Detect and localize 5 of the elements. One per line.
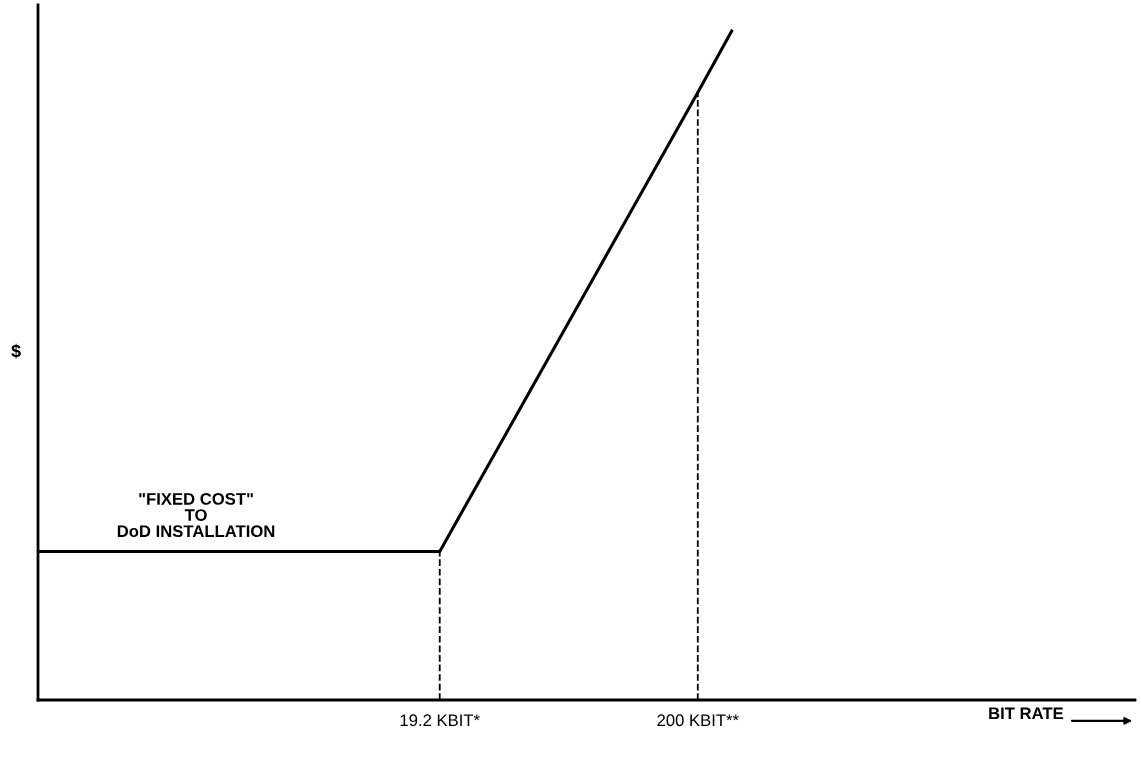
y-axis-title: $	[11, 343, 21, 359]
annotation: "FIXED COST" TO DoD INSTALLATION	[117, 493, 275, 538]
x-tick-label: 200 KBIT**	[657, 714, 739, 727]
x-axis-title: BIT RATE	[989, 707, 1064, 720]
x-tick-label: 19.2 KBIT*	[400, 714, 480, 727]
